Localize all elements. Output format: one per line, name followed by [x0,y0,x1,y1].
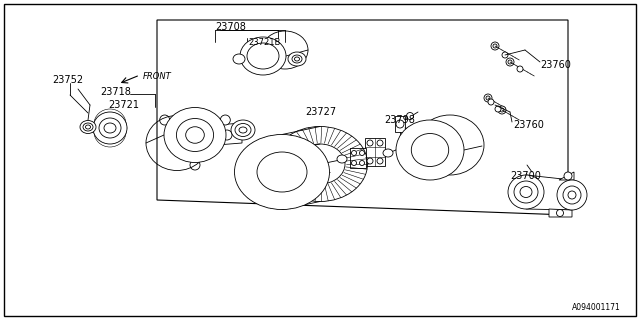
Circle shape [500,108,504,112]
Polygon shape [395,116,405,132]
Circle shape [506,58,514,66]
Polygon shape [559,172,574,180]
Circle shape [400,146,408,154]
Circle shape [495,106,501,112]
Ellipse shape [80,121,96,133]
Ellipse shape [83,123,93,131]
Polygon shape [365,138,385,166]
Text: 23700: 23700 [510,171,541,181]
Circle shape [351,161,356,165]
Text: 23718: 23718 [100,87,131,97]
Ellipse shape [239,127,247,133]
Circle shape [396,120,404,128]
Text: A094001171: A094001171 [572,303,621,312]
Ellipse shape [557,180,587,210]
Ellipse shape [164,108,226,163]
Circle shape [488,99,494,105]
Circle shape [508,60,512,64]
Ellipse shape [292,55,302,63]
Ellipse shape [396,120,464,180]
Text: 23760: 23760 [513,120,544,130]
Circle shape [235,55,243,63]
Polygon shape [350,148,366,168]
Circle shape [493,44,497,48]
Text: 23798: 23798 [384,115,415,125]
Circle shape [486,96,490,100]
Circle shape [220,115,230,125]
Ellipse shape [231,120,255,140]
Ellipse shape [288,52,306,66]
Circle shape [190,160,200,170]
Ellipse shape [412,133,449,166]
Circle shape [439,127,447,135]
Circle shape [360,150,365,156]
Polygon shape [549,209,572,217]
Circle shape [377,158,383,164]
Ellipse shape [240,37,286,75]
Polygon shape [217,123,242,145]
Text: 23721B: 23721B [248,37,280,46]
Ellipse shape [514,181,538,203]
Circle shape [406,113,413,119]
Ellipse shape [257,152,307,192]
Text: 23727: 23727 [305,107,336,117]
Ellipse shape [99,118,121,138]
Circle shape [564,172,572,180]
Circle shape [557,210,563,217]
Ellipse shape [520,187,532,197]
Circle shape [222,130,232,140]
Ellipse shape [186,127,204,143]
Ellipse shape [568,191,576,199]
Ellipse shape [86,125,90,129]
Ellipse shape [93,112,127,144]
Text: 23752: 23752 [52,75,83,85]
Ellipse shape [337,155,347,163]
Ellipse shape [247,43,279,69]
Circle shape [367,140,373,146]
Circle shape [484,94,492,102]
Circle shape [360,161,365,165]
Circle shape [367,158,373,164]
Circle shape [439,165,447,173]
Text: 23708: 23708 [215,22,246,32]
Ellipse shape [104,123,116,133]
Circle shape [502,52,508,58]
Polygon shape [526,175,572,210]
Ellipse shape [235,124,251,137]
Circle shape [351,150,356,156]
Ellipse shape [508,175,544,209]
Circle shape [233,128,241,136]
Circle shape [517,66,523,72]
Text: 23721: 23721 [108,100,139,110]
Circle shape [491,42,499,50]
Circle shape [498,106,506,114]
Ellipse shape [294,57,300,61]
Ellipse shape [563,186,581,204]
Ellipse shape [234,134,330,210]
Circle shape [377,140,383,146]
Ellipse shape [383,149,393,157]
Ellipse shape [233,54,245,64]
Ellipse shape [177,118,214,151]
Circle shape [160,115,170,125]
Text: 23760: 23760 [540,60,571,70]
Text: FRONT: FRONT [143,71,172,81]
